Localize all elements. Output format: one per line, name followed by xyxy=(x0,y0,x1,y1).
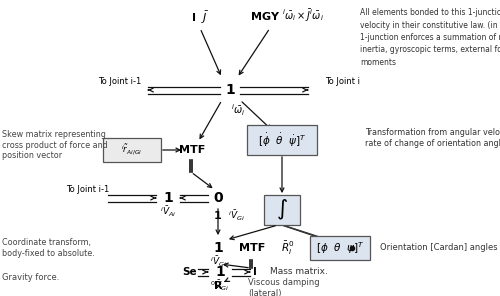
Text: All elements bonded to this 1-junction have common
velocity in their constitutiv: All elements bonded to this 1-junction h… xyxy=(360,8,500,67)
Text: Transformation from angular velocity to
rate of change of orientation angles: Transformation from angular velocity to … xyxy=(365,128,500,148)
Text: $^i\bar{V}_{Gi}$: $^i\bar{V}_{Gi}$ xyxy=(210,255,226,269)
Text: 1: 1 xyxy=(215,265,225,279)
FancyBboxPatch shape xyxy=(310,236,370,260)
Text: To Joint i-1: To Joint i-1 xyxy=(98,78,142,86)
Text: MTF: MTF xyxy=(239,243,265,253)
Text: Viscous damping
(lateral): Viscous damping (lateral) xyxy=(248,278,320,296)
Text: $^0\bar{V}_{Gi}$: $^0\bar{V}_{Gi}$ xyxy=(210,279,230,293)
Text: Mass matrix.: Mass matrix. xyxy=(270,268,328,276)
Text: I: I xyxy=(253,267,257,277)
Text: $\bar{R}^0_i$: $\bar{R}^0_i$ xyxy=(282,239,294,257)
Text: Coordinate transform,
body-fixed to absolute.: Coordinate transform, body-fixed to abso… xyxy=(2,238,95,258)
Text: Se: Se xyxy=(182,267,198,277)
Text: 0: 0 xyxy=(213,191,223,205)
Text: To Joint i-1: To Joint i-1 xyxy=(66,186,110,194)
Text: $^i\bar{V}_{Gi}$: $^i\bar{V}_{Gi}$ xyxy=(228,209,244,223)
Text: 1: 1 xyxy=(225,83,235,97)
Text: $^i\tilde{r}_{Ai/Gi}$: $^i\tilde{r}_{Ai/Gi}$ xyxy=(122,143,142,157)
Text: $\int$: $\int$ xyxy=(276,198,288,222)
FancyBboxPatch shape xyxy=(264,195,300,225)
Text: To Joint i: To Joint i xyxy=(325,78,360,86)
Text: Orientation [Cardan] angles: Orientation [Cardan] angles xyxy=(380,244,498,252)
Text: $^i\bar{\omega}_i$: $^i\bar{\omega}_i$ xyxy=(231,102,245,118)
FancyBboxPatch shape xyxy=(247,125,317,155)
Text: R: R xyxy=(214,281,222,291)
Text: $\mathbf{MGY}$: $\mathbf{MGY}$ xyxy=(250,10,280,22)
FancyBboxPatch shape xyxy=(103,138,161,162)
Text: 1: 1 xyxy=(213,241,223,255)
Text: $[\dot{\phi}\ \ \dot{\theta}\ \ \dot{\psi}]^T$: $[\dot{\phi}\ \ \dot{\theta}\ \ \dot{\ps… xyxy=(258,131,306,149)
Text: 1: 1 xyxy=(214,211,222,221)
Text: MTF: MTF xyxy=(179,145,205,155)
Text: $^i\bar{V}_{Ai}$: $^i\bar{V}_{Ai}$ xyxy=(160,205,176,219)
Text: I  $\bar{J}$: I $\bar{J}$ xyxy=(191,10,209,26)
Text: $[\phi\ \ \theta\ \ \psi]^T$: $[\phi\ \ \theta\ \ \psi]^T$ xyxy=(316,240,364,256)
Text: $^i\bar{\omega}_i \times \bar{J}^i\bar{\omega}_i$: $^i\bar{\omega}_i \times \bar{J}^i\bar{\… xyxy=(282,8,324,24)
Text: 1: 1 xyxy=(163,191,173,205)
Text: Gravity force.: Gravity force. xyxy=(2,273,59,281)
Text: Skew matrix representing
cross product of force and
position vector: Skew matrix representing cross product o… xyxy=(2,130,108,160)
